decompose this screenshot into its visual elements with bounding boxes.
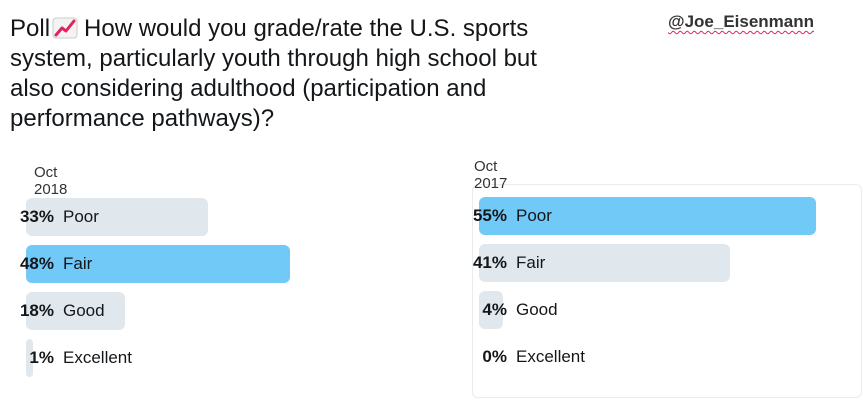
poll-option-text: 55% Poor	[459, 206, 552, 226]
poll-option-excellent: 0% Excellent	[479, 338, 849, 376]
poll-option-percent: 0%	[482, 347, 507, 366]
poll-option-percent: 33%	[19, 207, 54, 226]
poll-option-fair: 48% Fair	[20, 245, 396, 283]
poll-option-text: 0% Excellent	[459, 347, 585, 367]
poll-option-percent: 48%	[19, 254, 54, 273]
poll-option-percent: 41%	[472, 253, 507, 272]
poll-option-good: 4% Good	[479, 291, 849, 329]
poll-option-poor: 33% Poor	[20, 198, 396, 236]
chart-increasing-icon	[52, 17, 78, 39]
poll-option-text: 41% Fair	[459, 253, 545, 273]
poll-option-label: Poor	[63, 207, 99, 226]
poll-option-percent: 4%	[482, 300, 507, 319]
poll-option-label: Excellent	[516, 347, 585, 366]
poll-option-excellent: 1% Excellent	[26, 339, 396, 377]
poll-option-text: 33% Poor	[6, 207, 99, 227]
poll-option-label: Fair	[516, 253, 546, 272]
poll-bar	[26, 339, 33, 377]
poll-bar	[479, 291, 504, 329]
poll-option-text: 18% Good	[6, 301, 105, 321]
poll-option-label: Good	[63, 301, 105, 320]
poll-option-percent: 18%	[19, 301, 54, 320]
poll-option-fair: 41% Fair	[473, 244, 849, 282]
poll-date-label: Oct 2017	[474, 158, 508, 192]
poll-question: Poll How would you grade/rate the U.S. s…	[10, 14, 570, 134]
poll-bar	[479, 244, 730, 282]
poll-bar	[26, 245, 290, 283]
poll-bar	[26, 198, 208, 236]
poll-bar	[26, 292, 125, 330]
poll-date-label: Oct 2018	[34, 164, 68, 198]
author-handle[interactable]: @Joe_Eisenmann	[668, 12, 815, 31]
poll-option-good: 18% Good	[20, 292, 396, 330]
poll-option-text: 4% Good	[459, 300, 558, 320]
poll-option-label: Fair	[63, 254, 93, 273]
poll-option-label: Poor	[516, 206, 552, 225]
poll-option-percent: 55%	[472, 206, 507, 225]
poll-option-poor: 55% Poor	[473, 197, 849, 235]
poll-option-text: 48% Fair	[6, 254, 92, 274]
poll-option-label: Good	[516, 300, 558, 319]
poll-bar	[479, 197, 816, 235]
poll-option-text: 1% Excellent	[6, 348, 132, 368]
poll-prefix: Poll	[10, 15, 51, 42]
poll-question-text: How would you grade/rate the U.S. sports…	[10, 15, 537, 132]
poll-option-percent: 1%	[29, 348, 54, 367]
poll-option-label: Excellent	[63, 348, 132, 367]
